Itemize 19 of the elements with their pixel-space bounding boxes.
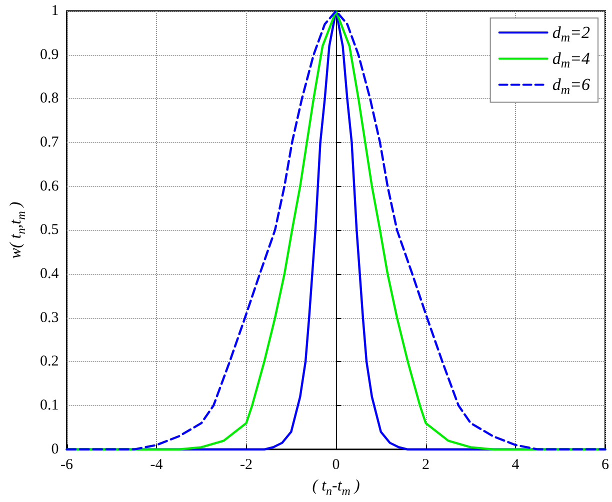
x-tick-label: 2 (422, 456, 430, 473)
x-tick-label: 4 (512, 456, 520, 473)
y-tick-label: 0.9 (40, 46, 59, 63)
y-tick-label: 0 (51, 441, 59, 458)
y-tick-label: 0.4 (40, 266, 60, 282)
x-tick-label: 0 (332, 456, 340, 473)
y-axis-title: w( tn,tm ) (8, 202, 28, 259)
y-tick-label: 1 (51, 3, 59, 19)
x-tick-label: -2 (240, 456, 253, 473)
y-tick-label: 0.3 (40, 310, 59, 326)
x-tick-label: -4 (150, 456, 164, 473)
y-tick-label: 0.6 (40, 178, 60, 194)
x-tick-label: -6 (60, 456, 74, 473)
y-tick-label: 0.7 (40, 134, 60, 151)
y-tick-label: 0.1 (40, 398, 59, 414)
y-tick-label: 0.2 (40, 354, 59, 370)
y-tick-label: 0.5 (40, 222, 59, 238)
y-tick-label: 0.8 (40, 90, 59, 107)
x-tick-label: 6 (602, 456, 610, 473)
